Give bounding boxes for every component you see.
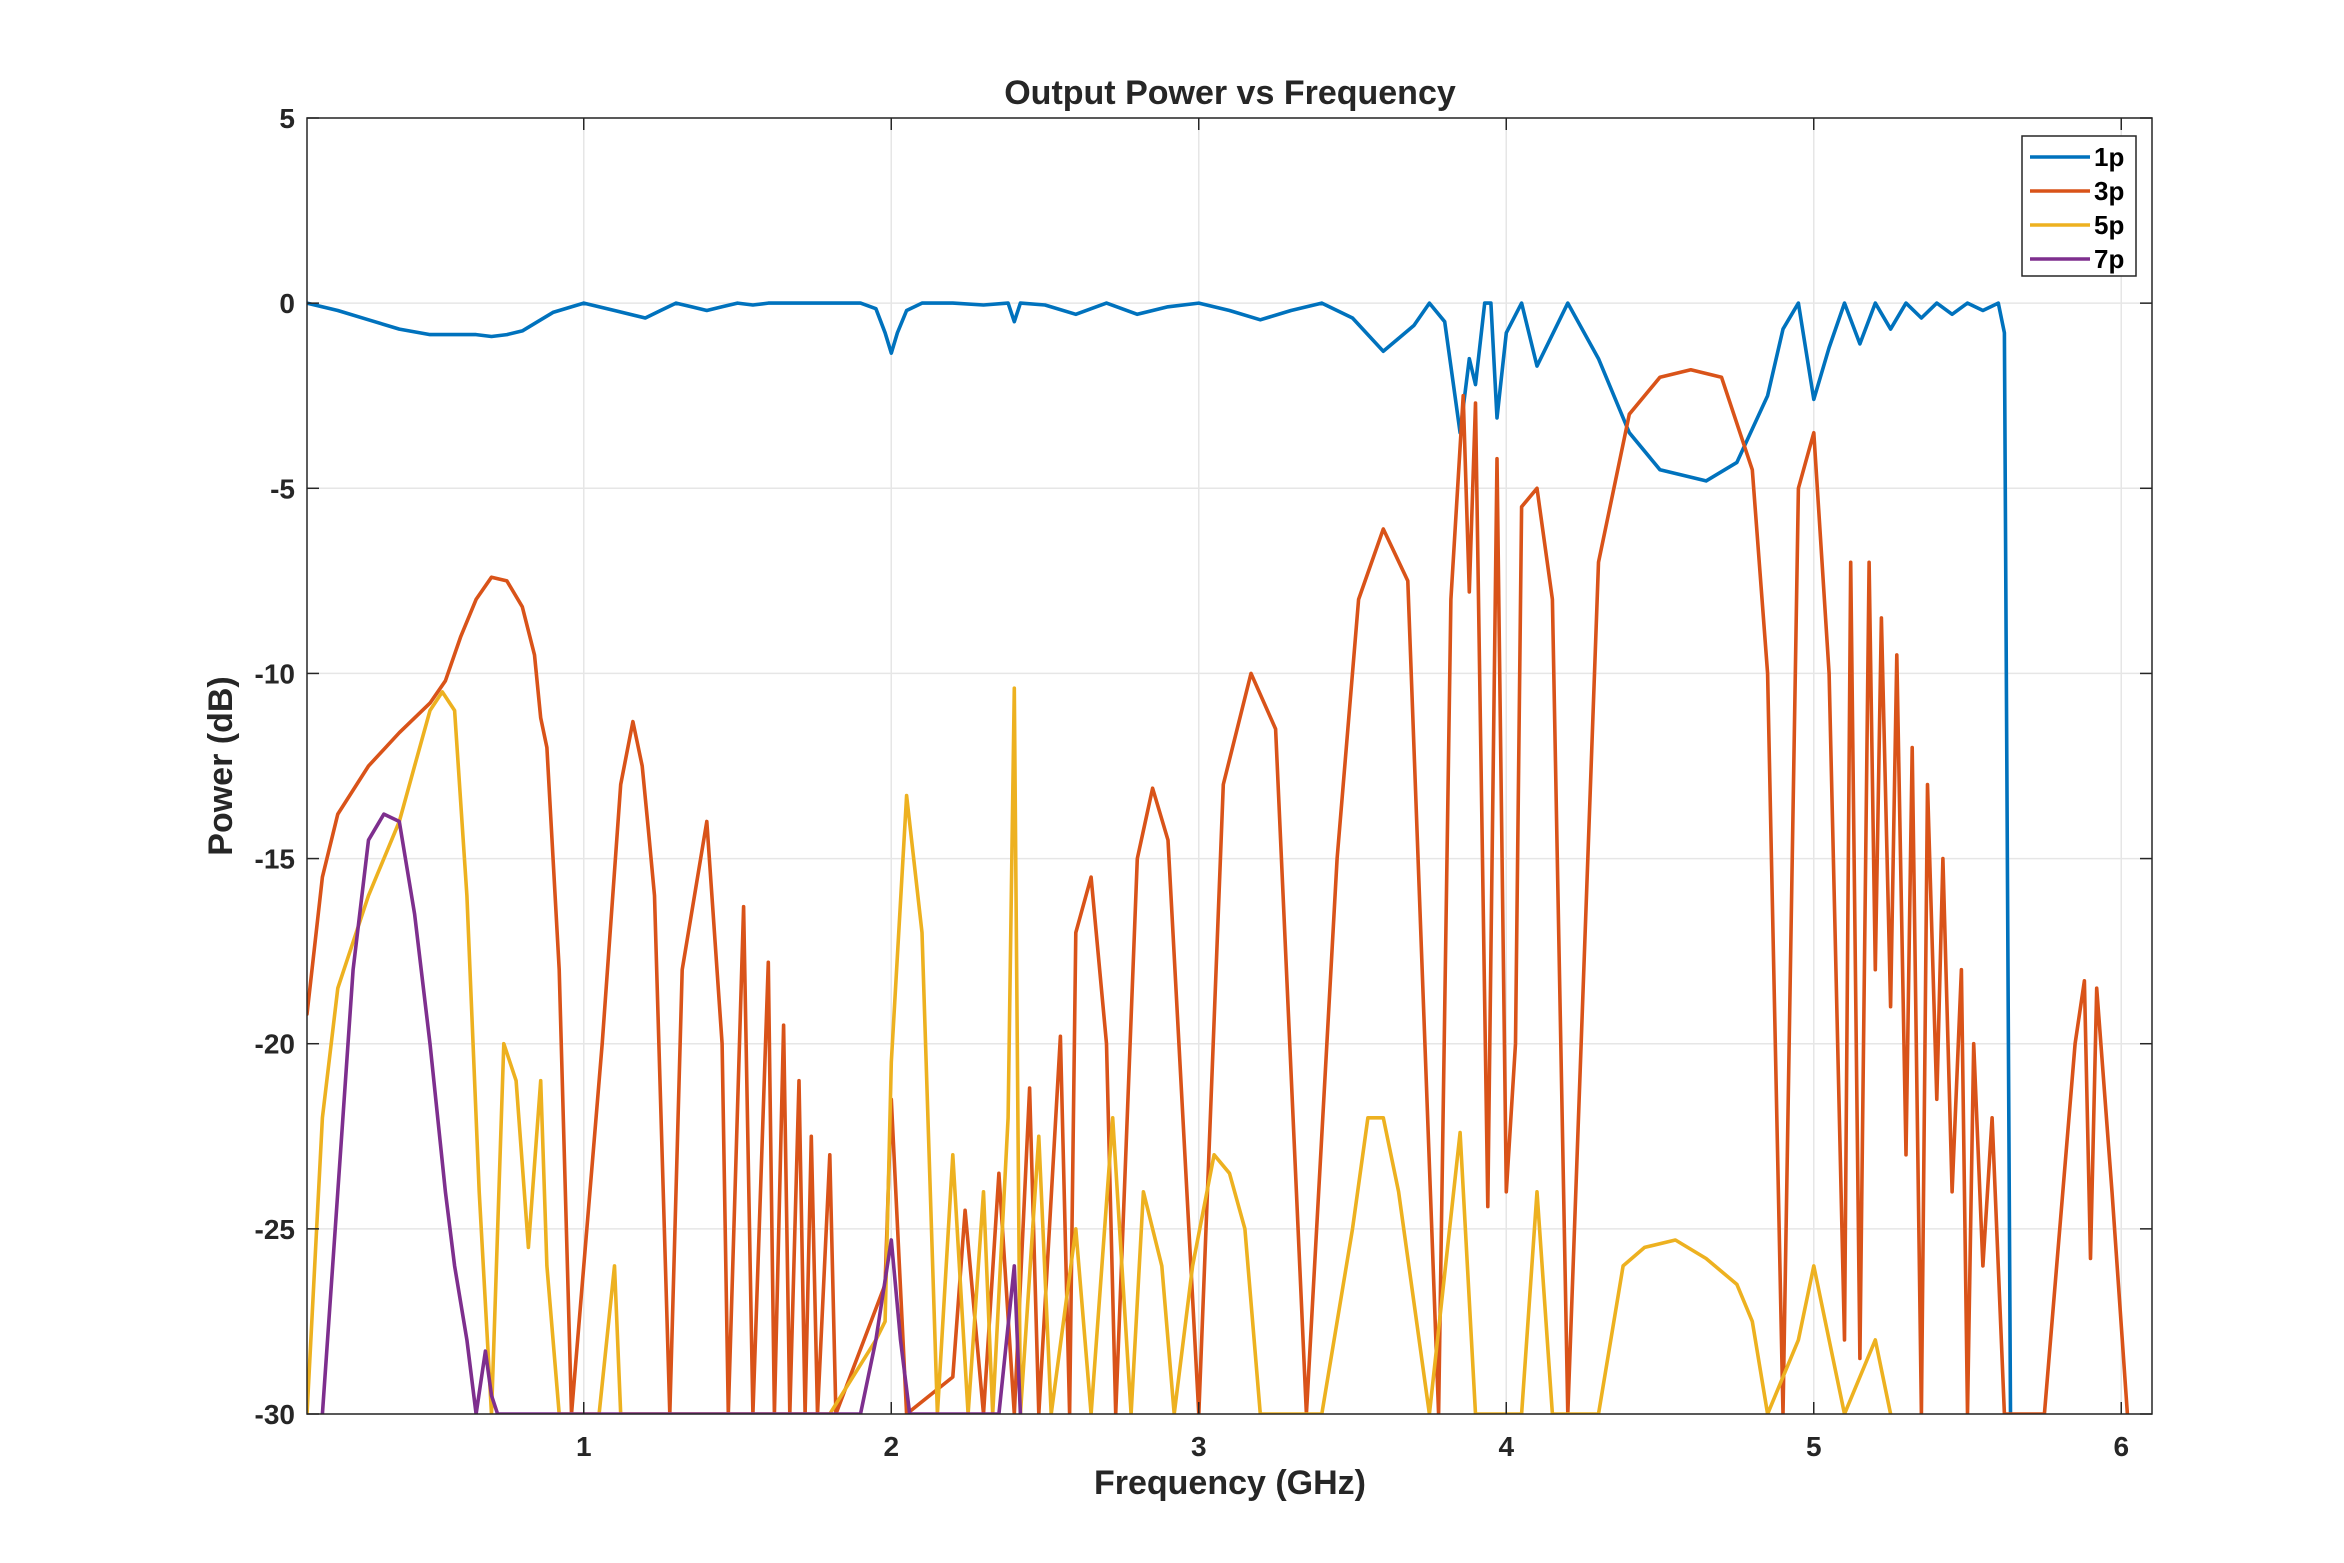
legend: 1p 3p 5p 7p (2021, 135, 2137, 277)
legend-label-1p: 1p (2094, 142, 2124, 172)
legend-label-3p: 3p (2094, 176, 2124, 206)
y-tick-label: -5 (270, 473, 295, 504)
x-tick-label: 1 (576, 1431, 592, 1462)
x-tick-label: 2 (883, 1431, 899, 1462)
axes-box (306, 117, 2153, 1415)
y-tick-label: -20 (255, 1029, 295, 1060)
x-axis-label: Frequency (GHz) (1094, 1464, 1366, 1502)
legend-label-5p: 5p (2094, 210, 2124, 240)
x-tick-label: 5 (1806, 1431, 1822, 1462)
series-line-1p (307, 301, 2013, 1414)
y-tick-label: -25 (255, 1214, 295, 1245)
legend-label-7p: 7p (2094, 244, 2124, 274)
y-axis-label: Power (dB) (202, 676, 240, 855)
x-tick-label: 3 (1191, 1431, 1207, 1462)
legend-box (2021, 135, 2137, 277)
y-tick-label: 0 (279, 288, 295, 319)
chart-title: Output Power vs Frequency (1004, 74, 1456, 112)
ticks: 1 2 3 4 5 6 5 0 -5 -10 -15 -20 -25 -30 (255, 103, 2152, 1462)
series-group (307, 301, 2130, 1414)
y-tick-label: -10 (255, 658, 295, 689)
series-line-3p (307, 368, 2130, 1414)
series-line-7p (320, 812, 1023, 1414)
series-line-5p (307, 686, 1893, 1414)
x-tick-label: 6 (2113, 1431, 2129, 1462)
y-tick-label: 5 (279, 103, 295, 134)
y-tick-label: -30 (255, 1399, 295, 1430)
x-tick-label: 4 (1498, 1431, 1514, 1462)
y-tick-label: -15 (255, 844, 295, 875)
